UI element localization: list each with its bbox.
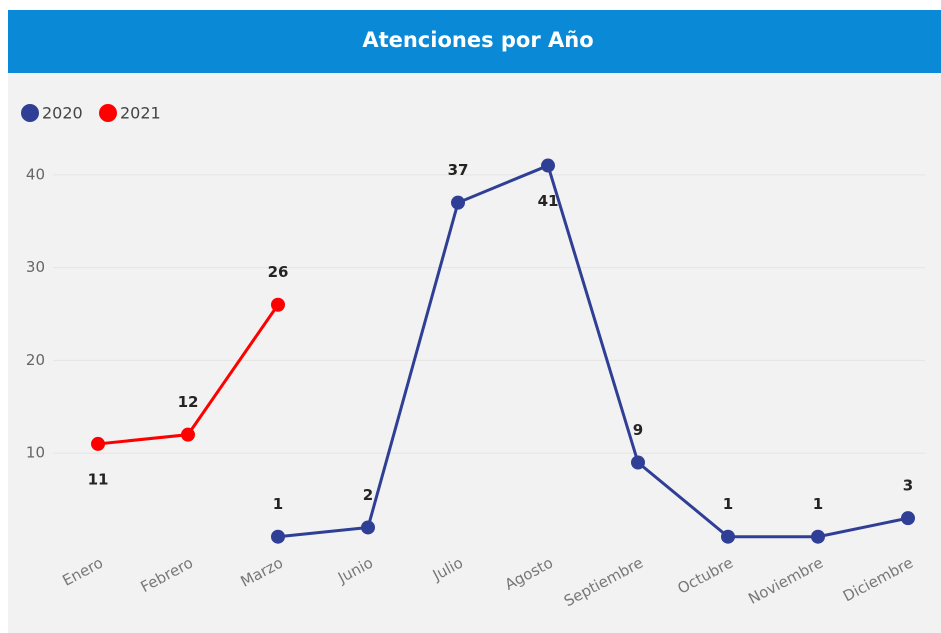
data-label: 1 (273, 495, 283, 513)
y-tick-label: 30 (26, 258, 45, 276)
legend-label: 2020 (42, 104, 83, 123)
point (451, 195, 465, 210)
point (181, 427, 195, 442)
data-label: 26 (268, 263, 289, 281)
y-tick-label: 40 (26, 165, 45, 183)
point (541, 158, 555, 173)
chart-title: Atenciones por Año (362, 28, 593, 52)
y-tick-label: 10 (26, 444, 45, 462)
data-label: 1 (813, 495, 823, 513)
data-label: 41 (538, 192, 559, 210)
y-tick-label: 20 (26, 351, 45, 369)
panel (8, 10, 941, 633)
header (8, 10, 941, 73)
data-label: 12 (178, 393, 199, 411)
point (631, 455, 645, 470)
legend-marker (99, 104, 117, 122)
point (811, 529, 825, 544)
point (271, 529, 285, 544)
data-label: 9 (633, 421, 643, 439)
data-label: 37 (448, 161, 469, 179)
data-label: 2 (363, 486, 373, 504)
legend-label: 2021 (120, 104, 161, 123)
point (271, 297, 285, 312)
point (91, 436, 105, 451)
point (361, 520, 375, 535)
legend-marker (21, 104, 39, 122)
data-label: 11 (88, 470, 109, 488)
data-label: 1 (723, 495, 733, 513)
point (901, 511, 915, 526)
point (721, 529, 735, 544)
data-label: 3 (903, 477, 913, 495)
series-line (277, 163, 909, 539)
